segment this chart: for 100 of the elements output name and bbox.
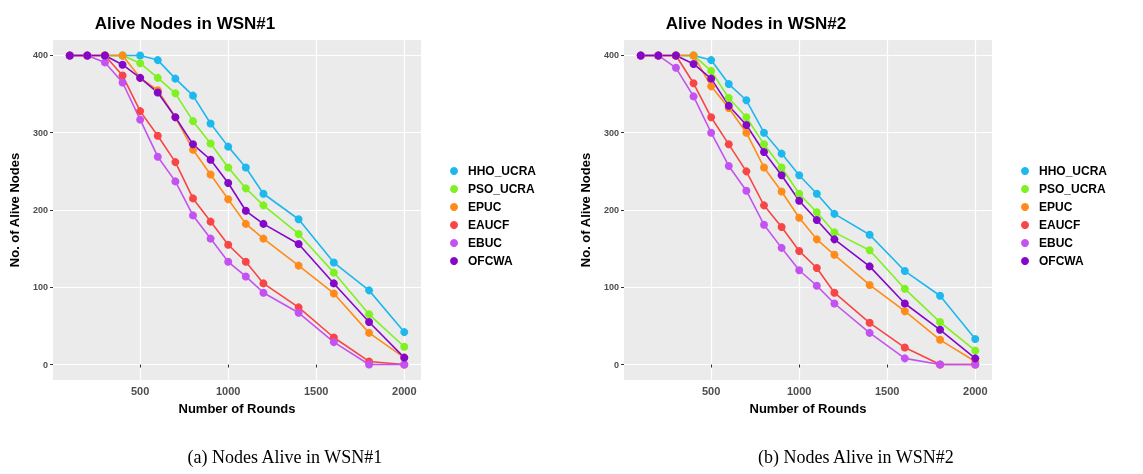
point [707,82,716,91]
y-tick-label: 0 [613,359,619,370]
point [241,272,250,281]
point [865,280,874,289]
point [936,318,945,327]
point [689,92,698,101]
point [224,178,233,187]
point [707,56,716,65]
point [400,342,409,351]
text: (a) Nodes Alive in WSN#1 [187,447,383,468]
point [689,79,698,88]
point [742,96,751,105]
legend-label: EPUC [1039,200,1073,214]
point [724,140,733,149]
point [259,288,268,297]
point [812,235,821,244]
point [206,119,215,128]
point [136,59,145,68]
point [136,107,145,116]
point [206,234,215,243]
point [830,299,839,308]
point [707,113,716,122]
point [241,163,250,172]
y-tick-label: 300 [32,127,48,138]
x-tick-label: 500 [130,384,150,397]
point [830,288,839,297]
point [188,140,197,149]
point [777,171,786,180]
point [171,177,180,186]
point [724,80,733,89]
point [671,63,680,72]
point [294,240,303,248]
point [259,219,268,228]
point [795,213,804,222]
point [865,328,874,337]
legend-label: EBUC [1039,236,1074,250]
point [936,325,945,334]
point [707,128,716,137]
point [865,262,874,271]
point [707,74,716,83]
point [865,230,874,239]
point [188,117,197,126]
point [365,328,374,337]
legend-label: PSO_UCRA [468,182,536,196]
point [795,266,804,275]
point [153,131,162,140]
point [188,211,197,220]
y-tick-label: 400 [603,50,619,61]
point [171,74,180,83]
point [795,246,804,255]
point [777,149,786,158]
point [777,243,786,252]
point [742,167,751,176]
point [171,89,180,98]
y-tick-label: 200 [603,205,619,215]
point [365,310,374,319]
point [759,201,768,210]
point [329,258,338,267]
point [759,220,768,229]
point [400,328,409,337]
point [759,128,768,137]
legend-label: EAUCF [1039,218,1081,232]
point [777,223,786,231]
point [259,201,268,210]
point [153,56,162,65]
point [259,234,268,243]
x-tick-label: 2000 [963,384,988,397]
point [224,163,233,172]
point [795,171,804,180]
point [724,93,733,102]
point [830,250,839,259]
point [865,246,874,255]
legend-label: OFCWA [468,254,513,268]
point [742,113,751,122]
point [900,343,909,352]
point [900,354,909,363]
point [707,66,716,75]
x-axis-title: Number of Rounds [178,401,296,416]
point [812,216,821,225]
point [971,346,980,355]
y-axis-title: No. of Alive Nodes [578,152,593,268]
point [224,195,233,204]
point [329,279,338,288]
legend-label: HHO_UCRA [468,164,537,178]
point [241,184,250,193]
point [259,279,268,288]
point [241,206,250,215]
point [118,71,127,80]
y-tick-label: 0 [42,359,48,370]
point [777,187,786,196]
point [759,148,768,157]
point [830,235,839,244]
point [188,91,197,100]
y-tick-label: 200 [32,205,48,215]
point [971,335,980,344]
point [224,240,233,249]
point [294,229,303,238]
point [365,286,374,295]
x-tick-label: 1500 [303,384,329,397]
point [100,58,109,67]
